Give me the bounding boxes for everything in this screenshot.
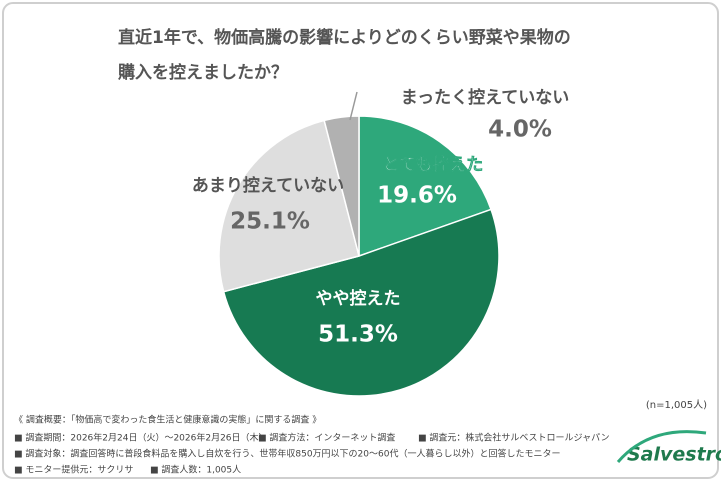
slice-label: あまり控えていない	[192, 175, 344, 196]
footer-line: ■ モニター提供元：サクリサ	[14, 464, 133, 476]
value-label: 25.1%	[230, 209, 310, 235]
slice-label: まったく控えていない	[401, 87, 569, 108]
chart-title: 直近1年で、物価高騰の影響によりどのくらい野菜や果物の	[118, 27, 571, 48]
pie-slice	[218, 119, 360, 293]
footer-line: ■ 調査元：株式会社サルベストロールジャパン	[418, 432, 610, 444]
slice-label: とても控えた	[383, 154, 484, 175]
footer-line: ■ 調査人数：1,005人	[150, 464, 241, 476]
logo: Salvestrol	[627, 444, 721, 466]
value-label: 19.6%	[377, 183, 457, 209]
chart-title: 購入を控えましたか？	[118, 62, 288, 83]
leader-line	[349, 91, 358, 121]
sample-note: (n=1,005人)	[646, 399, 707, 411]
footer-line: ■ 調査方法：インターネット調査	[258, 432, 395, 444]
value-label: 51.3%	[318, 322, 398, 348]
footer-heading: 《 調査概要：「物価高で変わった食生活と健康意識の実態」に関する調査 》	[14, 414, 321, 426]
pie-slice	[222, 208, 500, 397]
footer-line: ■ 調査期間：2026年2月24日（火）〜2026年2月26日（木）	[14, 432, 268, 444]
pie-slice	[323, 115, 360, 257]
logo-swoosh	[616, 430, 707, 463]
footer-line: ■ 調査対象：調査回答時に普段食料品を購入し自炊を行う、世帯年収850万円以下の…	[14, 448, 560, 460]
value-label: 4.0%	[488, 117, 552, 143]
slice-label: やや控えた	[316, 288, 401, 309]
